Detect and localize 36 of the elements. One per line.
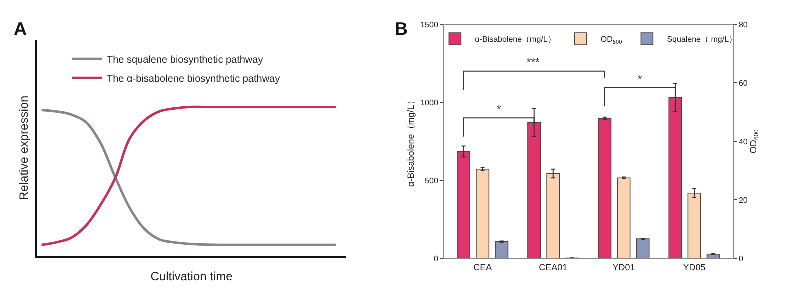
bar	[688, 192, 702, 259]
bar	[528, 122, 542, 259]
bar	[457, 151, 471, 259]
bar	[668, 97, 682, 259]
x-tick-label: CEA01	[539, 262, 568, 272]
annotation: *	[497, 104, 502, 116]
legend-label: Squalene（ mg/L）	[667, 35, 738, 44]
y-tick-label: 1000	[420, 98, 439, 108]
annotation: *	[638, 74, 643, 86]
bar	[546, 173, 560, 259]
bar	[598, 118, 612, 259]
bar	[495, 241, 509, 259]
annotation: ***	[527, 57, 541, 69]
legend-label: The squalene biosynthetic pathway	[107, 55, 264, 66]
legend-label: OD$_{600}$	[600, 35, 622, 46]
y2-tick-label: 0	[738, 254, 744, 264]
bar	[636, 238, 650, 259]
y2-tick-label: 60	[738, 78, 748, 88]
y-tick-label: 0	[434, 254, 439, 264]
x-tick-label: YD01	[612, 262, 636, 272]
y-tick-label: 500	[425, 176, 439, 186]
x-axis-title: Cultivation time	[150, 269, 234, 284]
x-tick-label: YD05	[683, 262, 706, 272]
bar	[476, 168, 490, 259]
y-axis-title: α-Bisabolene（mg/L）	[406, 96, 416, 187]
chart-title: A	[14, 19, 27, 39]
y-axis-title: Relative expression	[17, 96, 32, 200]
y-tick-label: 1500	[420, 20, 439, 30]
legend-label: α-Bisabolene（mg/L）	[475, 35, 556, 44]
y2-tick-label: 40	[738, 137, 748, 146]
y2-tick-label: 80	[738, 20, 748, 30]
chart-title: B	[395, 19, 408, 39]
x-tick-label: CEA	[474, 262, 492, 272]
legend-label: The α-bisabolene biosynthetic pathway	[107, 74, 280, 86]
bar	[617, 178, 631, 259]
y2-tick-label: 20	[738, 196, 748, 205]
